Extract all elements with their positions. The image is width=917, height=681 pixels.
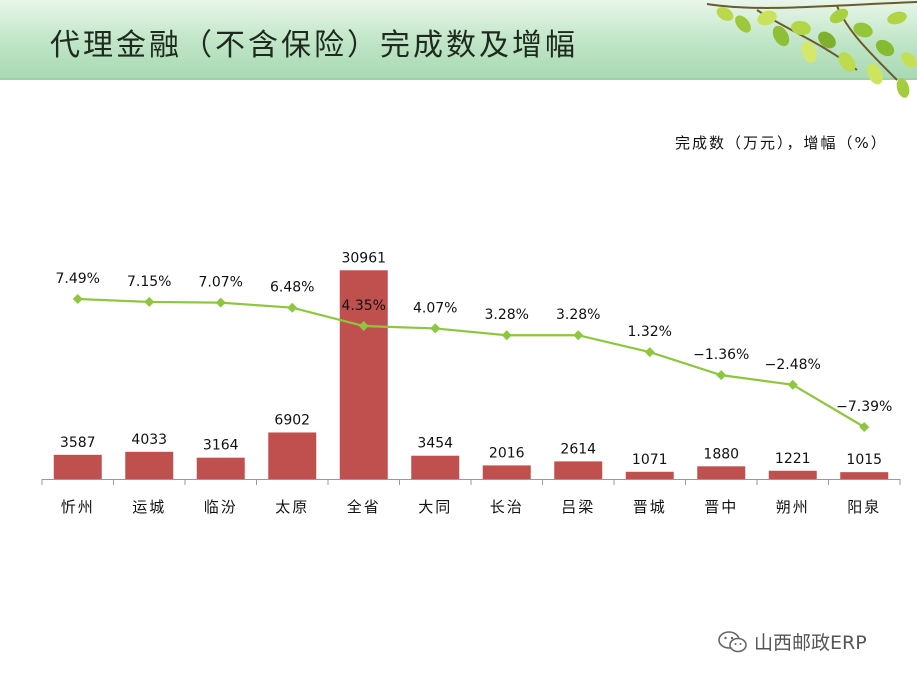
- bar-value-label: 2016: [489, 445, 525, 461]
- bar-8: [554, 461, 603, 479]
- growth-value-label: 4.07%: [413, 300, 457, 316]
- bar-value-label: 1880: [703, 446, 739, 462]
- x-tick-label: 吕梁: [561, 498, 595, 516]
- growth-point-4: [287, 302, 298, 313]
- growth-line: [77, 297, 865, 428]
- bar-value-label: 4033: [131, 432, 167, 448]
- bar-value-label: 1015: [846, 452, 882, 468]
- bar-7: [482, 465, 531, 479]
- bar-value-label: 3587: [60, 435, 96, 451]
- x-tick-label: 太原: [275, 498, 309, 516]
- growth-value-label: −2.48%: [765, 357, 821, 373]
- bar-11: [768, 470, 817, 479]
- growth-point-12: [859, 422, 870, 432]
- watermark-text: 山西邮政ERP: [754, 632, 867, 654]
- growth-point-2: [144, 296, 155, 307]
- bar-value-label: 3454: [417, 436, 453, 452]
- bar-9: [625, 471, 674, 479]
- growth-value-label: 3.28%: [556, 307, 600, 323]
- bar-3: [196, 457, 245, 479]
- growth-point-7: [501, 330, 512, 341]
- bar-value-label: 1071: [632, 452, 668, 468]
- growth-point-10: [716, 370, 727, 381]
- bar-4: [268, 432, 317, 479]
- bar-1: [53, 454, 102, 479]
- growth-point-3: [215, 297, 226, 308]
- x-tick-label: 晋城: [633, 498, 667, 516]
- bar-10: [697, 466, 746, 479]
- growth-value-label: 4.35%: [342, 298, 386, 314]
- growth-value-label: 3.28%: [485, 307, 529, 323]
- growth-value-label: −1.36%: [693, 347, 749, 363]
- growth-point-11: [787, 379, 798, 390]
- watermark: 山西邮政ERP: [718, 628, 867, 655]
- page-title: 代理金融（不含保险）完成数及增幅: [50, 28, 578, 63]
- bar-value-label: 6902: [274, 412, 310, 428]
- growth-point-6: [430, 323, 441, 334]
- bar-value-label: 30961: [341, 250, 386, 266]
- title-banner: 代理金融（不含保险）完成数及增幅: [0, 0, 917, 98]
- x-tick-label: 运城: [132, 498, 166, 516]
- unit-label: 完成数（万元），增幅（%）: [675, 134, 888, 152]
- bar-5: [339, 270, 388, 479]
- growth-point-1: [72, 294, 83, 304]
- x-tick-label: 长治: [490, 498, 524, 516]
- growth-value-label: 7.15%: [127, 274, 171, 290]
- bar-value-label: 2614: [560, 441, 596, 457]
- growth-point-5: [358, 321, 369, 332]
- x-tick-label: 忻州: [61, 498, 95, 516]
- growth-value-label: 1.32%: [628, 324, 672, 340]
- wechat-icon: [718, 630, 747, 652]
- bar-12: [840, 472, 889, 479]
- bar-6: [411, 455, 460, 479]
- growth-value-label: −7.39%: [836, 399, 892, 415]
- x-tick-label: 朔州: [776, 498, 810, 516]
- x-tick-label: 临汾: [204, 498, 238, 516]
- growth-point-8: [573, 330, 584, 341]
- x-tick-label: 全省: [347, 498, 381, 516]
- leaves-decoration-icon: [706, 1, 917, 98]
- growth-point-9: [644, 347, 655, 358]
- x-tick-label: 阳泉: [847, 498, 881, 516]
- growth-value-label: 6.48%: [270, 280, 314, 296]
- growth-value-label: 7.49%: [56, 271, 100, 287]
- x-tick-label: 晋中: [704, 498, 738, 516]
- bar-value-label: 3164: [203, 438, 239, 454]
- growth-value-label: 7.07%: [199, 275, 243, 291]
- bar-value-label: 1221: [775, 451, 811, 467]
- x-tick-label: 大同: [418, 498, 452, 516]
- bar-2: [125, 451, 174, 479]
